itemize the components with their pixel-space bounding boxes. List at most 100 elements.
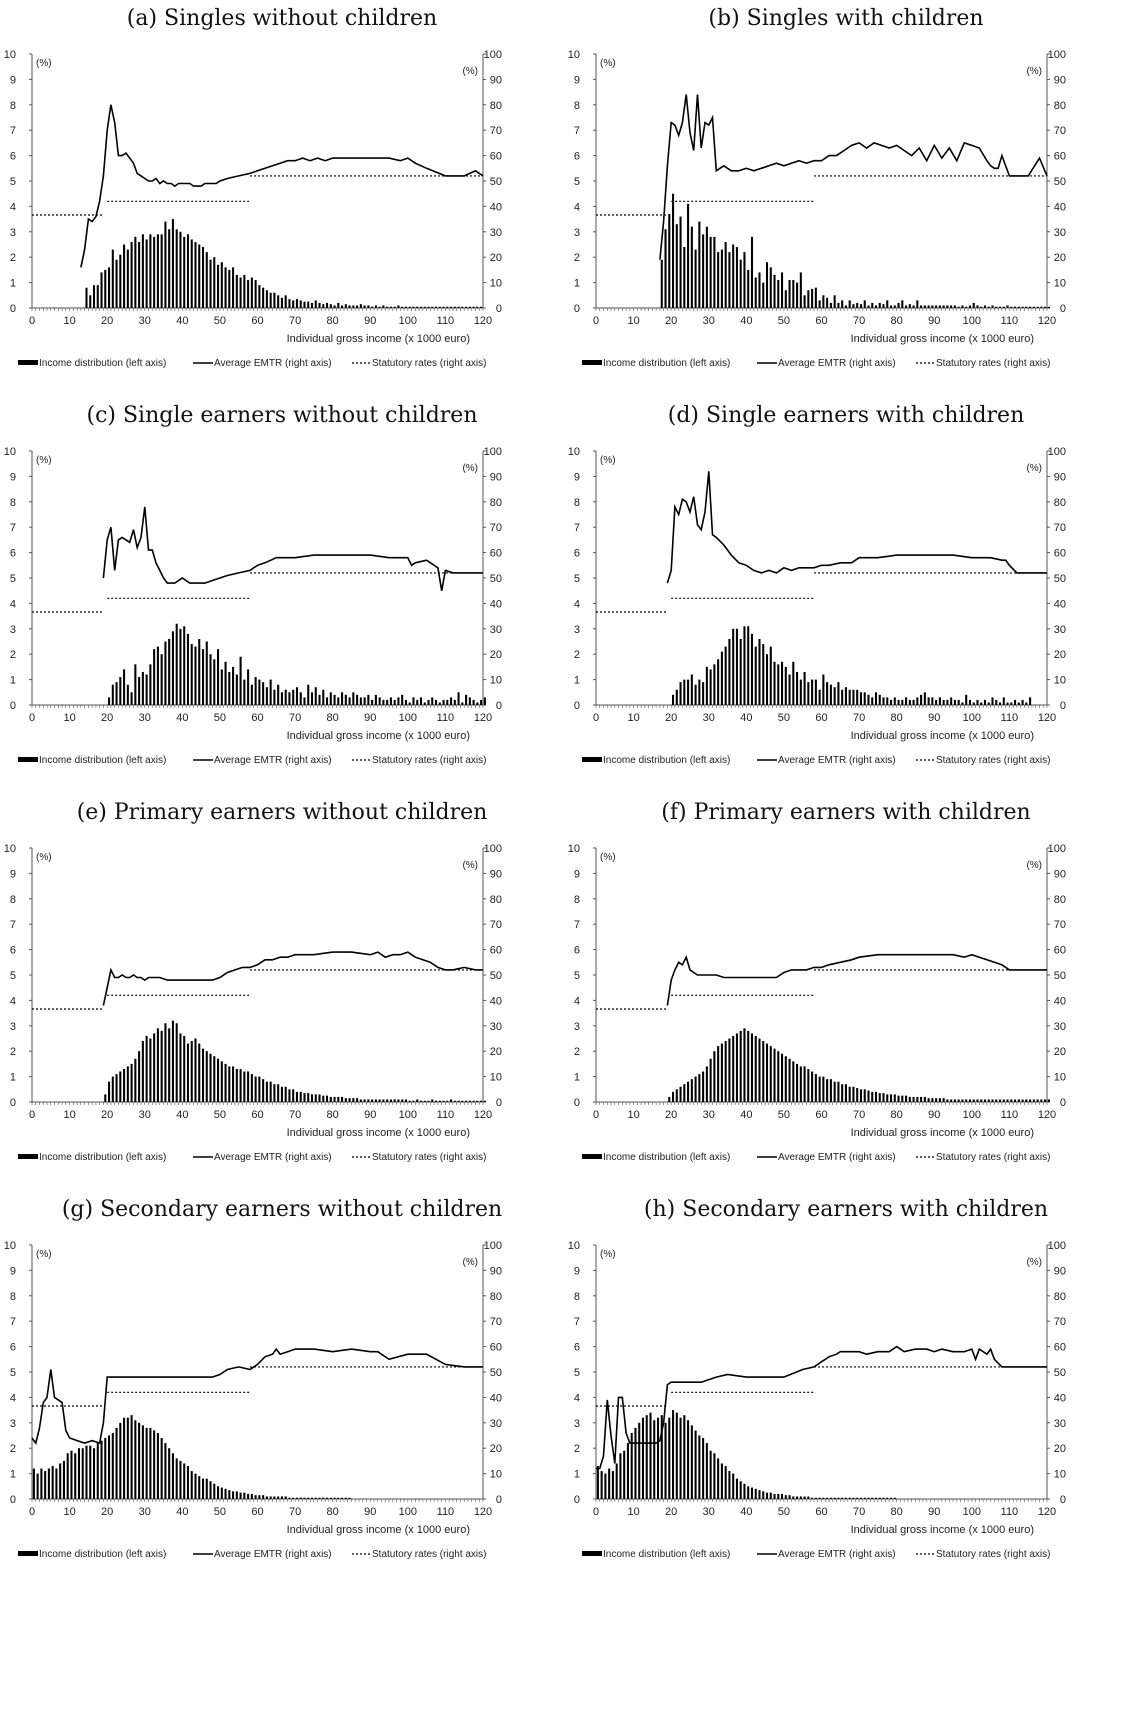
x-tick-label: 0 [29,1109,35,1121]
income-bar [201,1048,205,1102]
y-right-tick-label: 40 [490,1392,502,1404]
income-bar [916,300,919,308]
income-bar [303,301,306,308]
income-bar [292,1089,295,1102]
y-right-tick-label: 60 [1054,945,1066,957]
income-bar [130,1415,133,1499]
y-right-tick-label: 80 [1054,497,1066,509]
income-bar [976,305,979,308]
income-bar [619,1453,622,1499]
income-bar [183,1035,186,1102]
x-tick-label: 60 [815,1506,827,1518]
income-bar [314,300,317,308]
income-bar [735,628,738,705]
income-bar [108,697,111,705]
left-unit-label: (%) [36,58,52,69]
income-bar [814,287,817,308]
x-tick-label: 0 [29,712,35,724]
income-bar [472,306,475,308]
income-bar [893,305,896,308]
income-bar [318,1497,321,1499]
income-bar [747,1486,750,1499]
income-bar [239,656,242,705]
income-bar [938,1098,941,1102]
y-right-tick-label: 60 [1054,548,1066,560]
income-bar [126,1417,129,1499]
y-right-tick-label: 30 [1054,227,1066,239]
income-bar [401,694,404,705]
income-bar [732,628,735,705]
income-bar [190,239,193,308]
income-bar [792,1496,795,1499]
income-bar [386,699,389,705]
y-left-tick-label: 4 [10,598,16,610]
emtr-line [659,94,1048,260]
income-bar [446,699,449,705]
legend-line-label: Average EMTR (right axis) [778,1549,896,1560]
y-left-tick-label: 5 [10,176,16,188]
x-tick-label: 60 [815,315,827,327]
income-bar [280,297,283,308]
income-bar [442,699,445,705]
income-bar [111,1076,114,1102]
chart-title: (f) Primary earners with children [661,800,1031,825]
income-bar [258,679,261,705]
income-bar [717,1046,720,1102]
income-bar [303,1093,306,1102]
income-bar [468,697,471,705]
income-bar [198,1043,201,1102]
y-right-tick-label: 20 [1054,252,1066,264]
chart-panel-a: (a) Singles without children 0 1 2 3 4 5 6 7 8 9 10… [0,0,564,432]
income-bar [434,306,438,308]
income-bar [773,274,776,308]
x-tick-label: 30 [139,712,151,724]
income-bar [438,1100,441,1102]
income-bar [931,305,934,308]
income-bar [788,280,791,308]
income-bar [833,1081,836,1102]
legend: Income distribution (left axis) Average E… [582,1152,1050,1163]
income-bar [705,1443,708,1499]
income-bar [811,1497,814,1499]
y-left-tick-label: 8 [574,1291,580,1303]
income-bar [205,252,208,308]
income-bar [378,306,381,308]
y-right-tick-label: 60 [490,1342,502,1354]
income-bar [284,1496,287,1499]
income-bar [408,702,411,705]
chart-title: (d) Single earners with children [667,403,1025,428]
x-tick-label: 80 [327,315,339,327]
income-bar [957,1099,960,1102]
income-bar [201,247,205,308]
right-unit-label: (%) [462,860,478,871]
income-bar [788,1058,791,1102]
income-bar [863,300,866,308]
y-right-tick-label: 0 [496,1494,502,1506]
income-bar [359,1099,362,1102]
y-right-tick-label: 20 [1054,1046,1066,1058]
income-bar [668,1096,671,1102]
income-bar [829,684,832,705]
income-bar [938,305,941,308]
x-tick-label: 20 [665,712,677,724]
income-bar [205,1478,208,1499]
income-bar [374,694,377,705]
income-bar [762,282,765,308]
income-bar [938,697,941,705]
y-right-tick-label: 90 [490,471,502,483]
x-tick-label: 50 [214,1109,226,1121]
x-tick-label: 50 [778,712,790,724]
income-bar [784,1495,787,1499]
y-right-tick-label: 100 [1048,843,1066,855]
income-bar [254,677,257,705]
y-right-tick-label: 90 [1054,868,1066,880]
income-bar [183,236,186,308]
income-bar [483,697,486,705]
income-bar [784,1056,787,1102]
y-left-tick-label: 1 [10,278,16,290]
income-bar [758,272,761,308]
income-bar [269,292,272,308]
income-bar [1010,306,1013,308]
